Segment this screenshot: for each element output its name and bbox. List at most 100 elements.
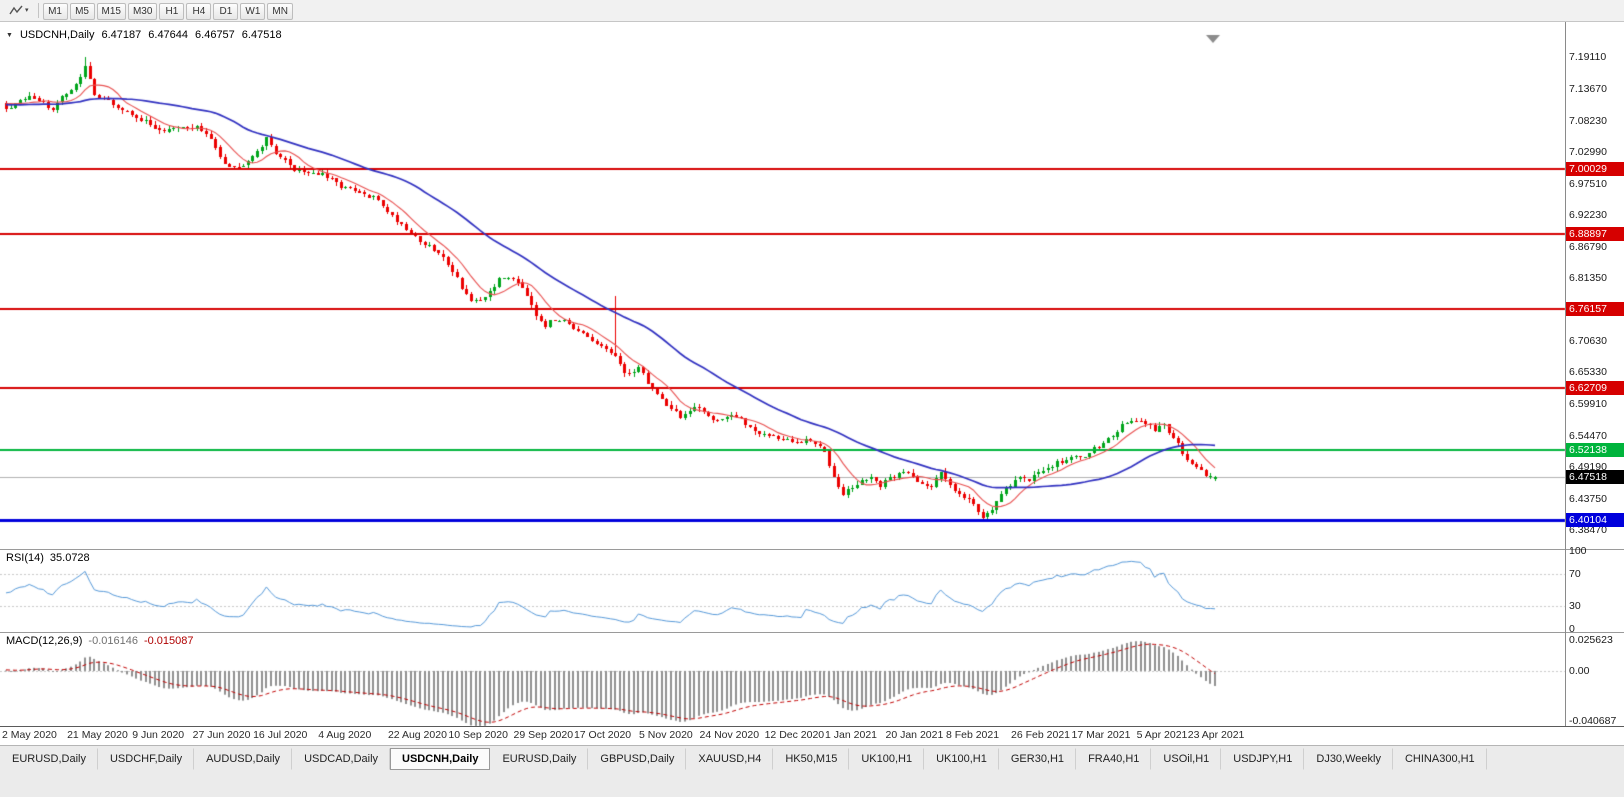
price-axis-tick: 6.97510 — [1569, 177, 1607, 190]
price-axis-tick: 6.43750 — [1569, 492, 1607, 505]
hline-price-badge: 6.40104 — [1566, 513, 1624, 528]
chart-tab-uk100-h1[interactable]: UK100,H1 — [924, 748, 999, 770]
rsi-name: RSI(14) — [6, 552, 44, 564]
indicators-dropdown-button[interactable]: ▾ — [4, 2, 34, 20]
price-axis-tick: 7.13670 — [1569, 82, 1607, 95]
chart-tab-uk100-h1[interactable]: UK100,H1 — [849, 748, 925, 770]
timeframe-button-m30[interactable]: M30 — [127, 3, 158, 20]
chart-tab-hk50-m15[interactable]: HK50,M15 — [773, 748, 850, 770]
rsi-axis-tick: 70 — [1569, 568, 1581, 581]
price-axis-tick: 7.08230 — [1569, 114, 1607, 127]
chart-tab-fra40-h1[interactable]: FRA40,H1 — [1076, 748, 1152, 770]
price-axis-tick: 6.70630 — [1569, 335, 1607, 348]
date-axis-label: 22 Aug 2020 — [387, 729, 447, 741]
indicator-zigzag-icon — [9, 5, 23, 15]
price-axis-tick: 6.54470 — [1569, 430, 1607, 443]
dropdown-caret-icon: ▾ — [25, 7, 29, 14]
chart-tab-gbpusd-daily[interactable]: GBPUSD,Daily — [588, 748, 687, 770]
price-axis-tick: 7.02990 — [1569, 145, 1607, 158]
chart-tab-china300-h1[interactable]: CHINA300,H1 — [1392, 748, 1487, 770]
date-axis-label: 26 Feb 2021 — [1011, 729, 1071, 741]
ohlc-readout: ▼ USDCNH,Daily 6.47187 6.47644 6.46757 6… — [6, 29, 282, 41]
date-axis-label: 9 Jun 2020 — [132, 729, 185, 741]
chart-window: ▼ USDCNH,Daily 6.47187 6.47644 6.46757 6… — [0, 22, 1624, 745]
price-axis-tick: 6.86790 — [1569, 240, 1607, 253]
date-axis-label: 20 Jan 2021 — [885, 729, 944, 741]
date-axis-label: 8 Feb 2021 — [945, 729, 1000, 741]
rsi-axis-tick: 0 — [1569, 623, 1575, 635]
date-axis-label: 1 Jan 2021 — [825, 729, 878, 741]
timeframe-button-d1[interactable]: D1 — [213, 3, 239, 20]
date-axis-label: 4 Aug 2020 — [318, 729, 372, 741]
ohlc-high: 6.47644 — [148, 29, 189, 41]
price-axis-tick: 6.59910 — [1569, 398, 1607, 411]
timeframe-button-mn[interactable]: MN — [267, 3, 293, 20]
timeframe-button-h1[interactable]: H1 — [159, 3, 185, 20]
chart-tab-eurusd-daily[interactable]: EURUSD,Daily — [0, 748, 98, 770]
ohlc-open: 6.47187 — [101, 29, 142, 41]
timeframe-button-m5[interactable]: M5 — [69, 3, 95, 20]
hline-price-badge: 6.88897 — [1566, 227, 1624, 242]
timeframe-button-h4[interactable]: H4 — [186, 3, 212, 20]
panel-splitter-macd[interactable] — [0, 632, 1624, 633]
chart-tab-ger30-h1[interactable]: GER30,H1 — [998, 748, 1077, 770]
time-axis-border — [0, 726, 1624, 727]
timeframe-button-m1[interactable]: M1 — [42, 3, 68, 20]
date-axis-label: 21 May 2020 — [67, 729, 128, 741]
rsi-label: RSI(14) 35.0728 — [6, 552, 90, 564]
ohlc-low: 6.46757 — [195, 29, 235, 41]
chart-tab-xauusd-h4[interactable]: XAUUSD,H4 — [686, 748, 774, 770]
rsi-value: 35.0728 — [49, 552, 90, 564]
chart-tab-dj30-weekly[interactable]: DJ30,Weekly — [1304, 748, 1393, 770]
chart-tab-usdcnh-daily[interactable]: USDCNH,Daily — [390, 748, 491, 770]
macd-main-value: -0.016146 — [88, 635, 138, 647]
price-axis-tick: 6.65330 — [1569, 366, 1607, 379]
rsi-axis-tick: 30 — [1569, 599, 1581, 612]
timeframe-buttons: M1 M5 M15 M30 H1 H4 D1 W1 MN — [42, 1, 295, 20]
date-axis-label: 17 Oct 2020 — [573, 729, 632, 741]
chart-tab-bar: EURUSD,Daily USDCHF,Daily AUDUSD,Daily USDC… — [0, 745, 1624, 797]
rsi-axis-tick: 100 — [1569, 545, 1587, 557]
price-axis-tick: 6.81350 — [1569, 272, 1607, 285]
price-axis-tick: 6.92230 — [1569, 208, 1607, 221]
chart-tab-usdchf-daily[interactable]: USDCHF,Daily — [97, 748, 195, 770]
macd-name: MACD(12,26,9) — [6, 635, 83, 647]
macd-axis-tick: 0.025623 — [1569, 633, 1613, 646]
chart-tab-eurusd-daily[interactable]: EURUSD,Daily — [490, 748, 589, 770]
macd-label: MACD(12,26,9) -0.016146 -0.015087 — [6, 635, 194, 647]
date-axis-label: 17 Mar 2021 — [1071, 729, 1131, 741]
macd-axis-tick: -0.040687 — [1569, 714, 1617, 727]
panel-splitter-rsi[interactable] — [0, 549, 1624, 550]
chart-tab-usdjpy-h1[interactable]: USDJPY,H1 — [1221, 748, 1305, 770]
timeframe-toolbar: ▾ M1 M5 M15 M30 H1 H4 D1 W1 MN — [0, 0, 1624, 22]
hline-price-badge: 7.00029 — [1566, 161, 1624, 176]
hline-price-badge: 6.76157 — [1566, 301, 1624, 316]
date-axis-label: 5 Apr 2021 — [1136, 729, 1188, 741]
chart-symbol-period: USDCNH,Daily — [19, 29, 95, 41]
timeframe-button-w1[interactable]: W1 — [240, 3, 266, 20]
date-axis-label: 29 Sep 2020 — [513, 729, 574, 741]
date-axis-label: 12 Dec 2020 — [764, 729, 825, 741]
date-axis-label: 24 Nov 2020 — [699, 729, 760, 741]
current-price-badge: 6.47518 — [1566, 469, 1624, 484]
date-axis-label: 2 May 2020 — [2, 729, 57, 741]
hline-price-badge: 6.52138 — [1566, 442, 1624, 457]
chart-tab-audusd-daily[interactable]: AUDUSD,Daily — [194, 748, 293, 770]
date-axis-label: 27 Jun 2020 — [192, 729, 251, 741]
one-click-trading-icon[interactable]: ▼ — [6, 31, 13, 39]
chart-tab-usoil-h1[interactable]: USOil,H1 — [1151, 748, 1222, 770]
date-axis-label: 16 Jul 2020 — [253, 729, 308, 741]
chart-tab-usdcad-daily[interactable]: USDCAD,Daily — [292, 748, 391, 770]
macd-signal-value: -0.015087 — [143, 635, 194, 647]
date-axis-label: 10 Sep 2020 — [448, 729, 508, 741]
hline-price-badge: 6.62709 — [1566, 380, 1624, 395]
price-axis-tick: 7.19110 — [1569, 51, 1607, 63]
timeframe-button-m15[interactable]: M15 — [96, 3, 126, 20]
toolbar-separator — [37, 3, 39, 18]
chart-tabs: EURUSD,Daily USDCHF,Daily AUDUSD,Daily USDC… — [0, 748, 1487, 770]
price-axis-border — [1565, 22, 1566, 726]
chart-canvas[interactable] — [0, 22, 1624, 745]
date-axis-label: 23 Apr 2021 — [1187, 729, 1245, 741]
ohlc-close: 6.47518 — [241, 29, 282, 41]
